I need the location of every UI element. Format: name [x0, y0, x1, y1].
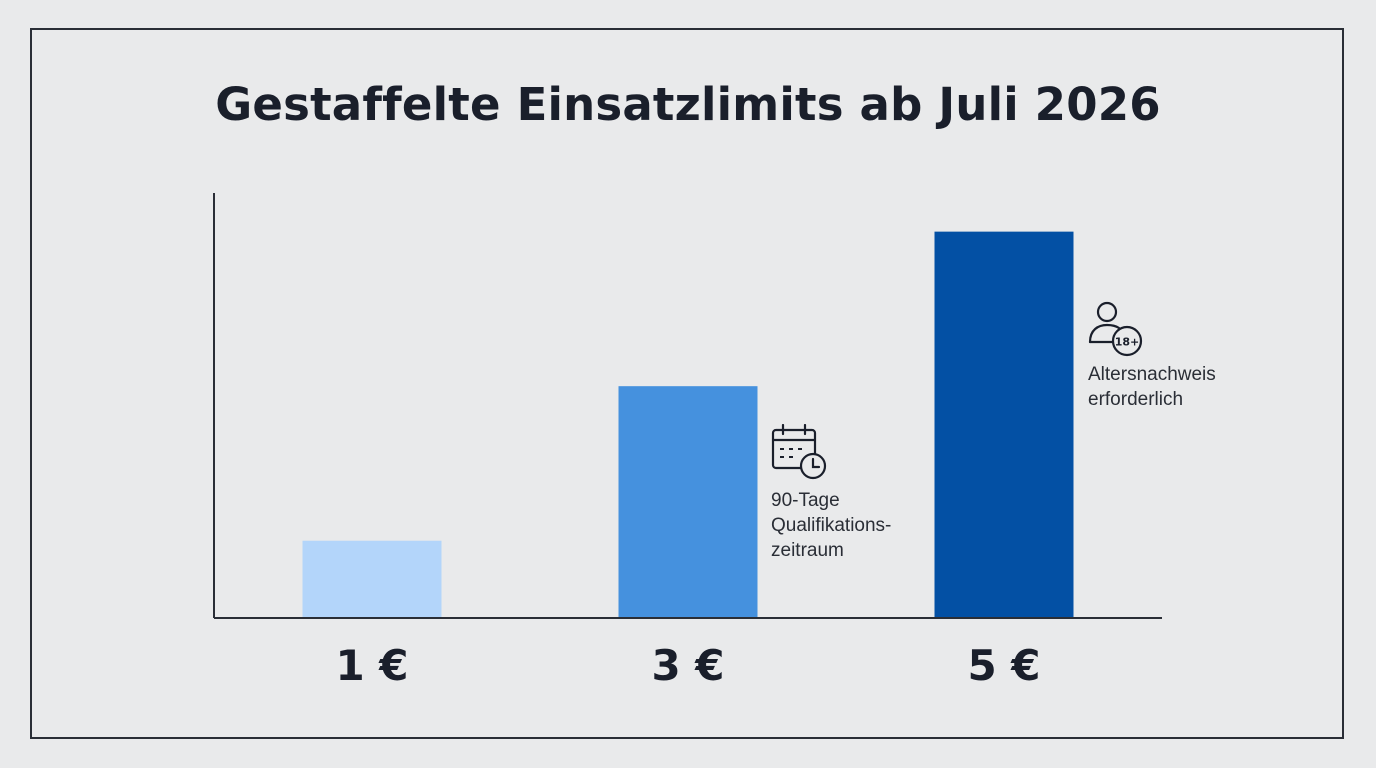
x-tick-label: 1 € [335, 641, 408, 690]
annotation-line: erforderlich [1088, 389, 1184, 410]
bar [934, 231, 1074, 619]
annotation-age-verification: 18+ Altersnachweis erforderlich [1088, 300, 1216, 412]
chart-title: Gestaffelte Einsatzlimits ab Juli 2026 [215, 78, 1161, 131]
age-badge: 18+ [1115, 336, 1140, 349]
x-tick-label: 5 € [967, 641, 1040, 690]
person-18plus-icon: 18+ [1088, 301, 1143, 357]
annotation-line: zeitraum [771, 540, 844, 561]
annotation-line: Altersnachweis [1088, 364, 1216, 385]
annotation-line: 90-Tage [771, 490, 840, 511]
chart-frame [30, 28, 1344, 739]
annotation-line: Qualifikations- [771, 515, 892, 536]
annotation-qualification-period: 90-Tage Qualifikations- zeitraum [771, 424, 891, 563]
bar [618, 386, 758, 618]
bar [302, 540, 442, 618]
calendar-clock-icon [771, 424, 827, 480]
x-tick-label: 3 € [651, 641, 724, 690]
